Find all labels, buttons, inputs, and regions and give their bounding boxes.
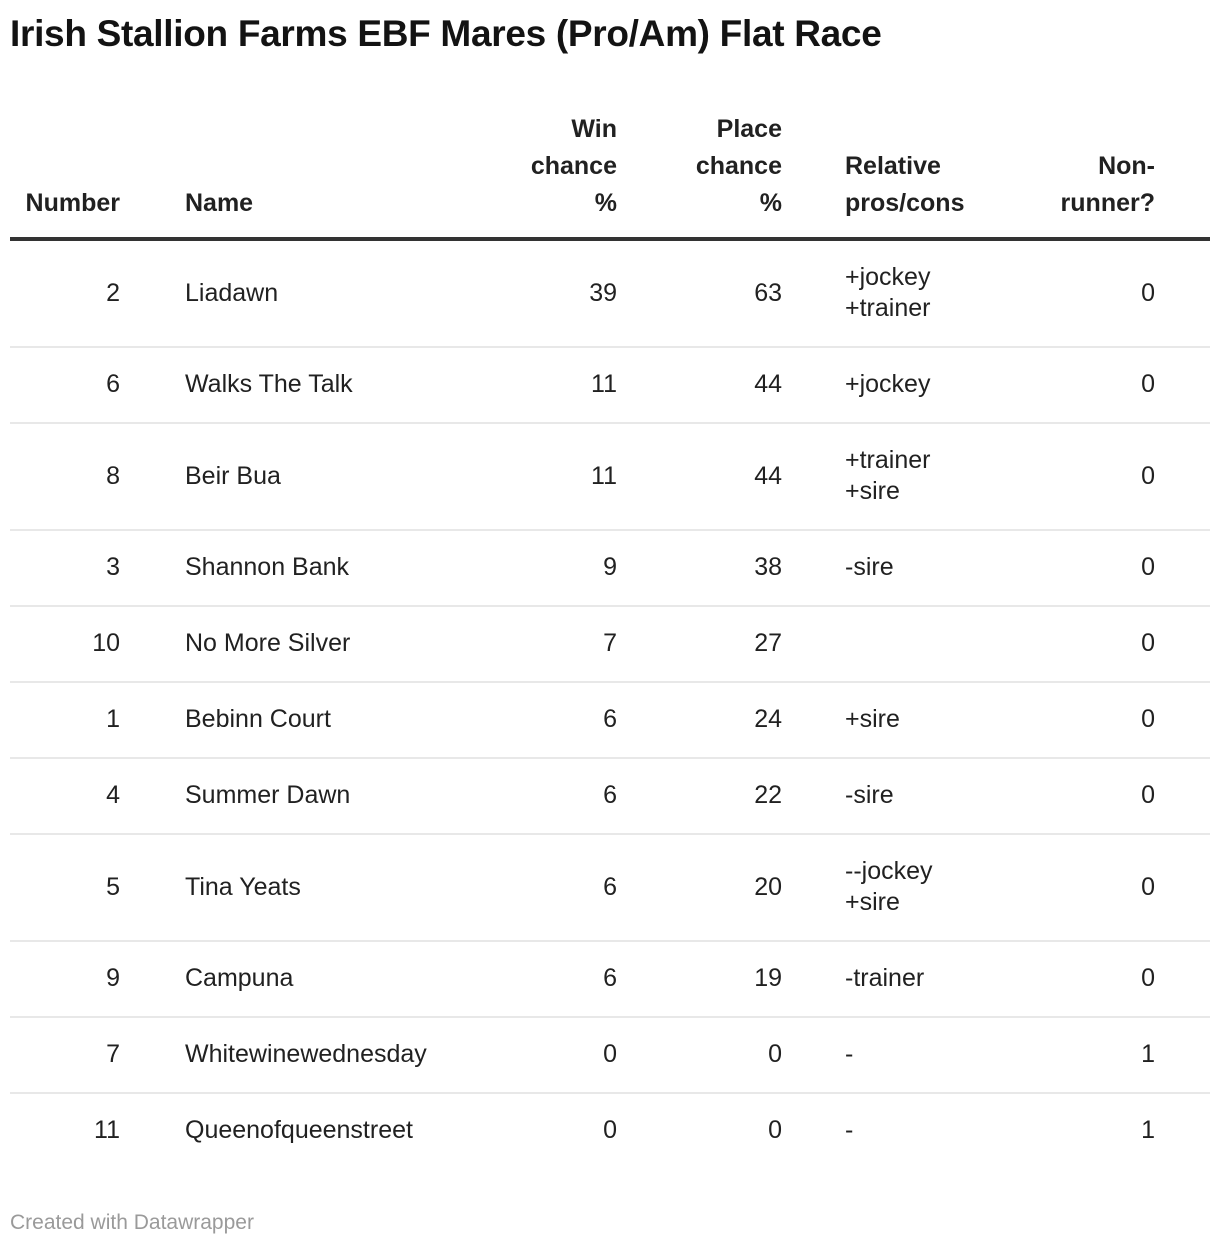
cell-name: No More Silver xyxy=(130,605,510,682)
page-root: Irish Stallion Farms EBF Mares (Pro/Am) … xyxy=(0,12,1220,1236)
table-row: 1 Bebinn Court 6 24 +sire 0 xyxy=(10,681,1210,758)
cell-place-chance: 38 xyxy=(620,529,785,606)
cell-number: 1 xyxy=(10,681,130,758)
table-row: 10 No More Silver 7 27 0 xyxy=(10,605,1210,682)
cell-number: 8 xyxy=(10,422,130,530)
cell-non-runner: 0 xyxy=(1040,681,1210,758)
cell-place-chance: 44 xyxy=(620,346,785,423)
cell-pros-cons: +trainer +sire xyxy=(785,422,1040,530)
table-header: Number Name Win chance % Place chance % … xyxy=(10,111,1210,241)
table-row: 7 Whitewinewednesday 0 0 - 1 xyxy=(10,1016,1210,1093)
col-header-win-chance: Win chance % xyxy=(510,111,620,241)
cell-win-chance: 6 xyxy=(510,681,620,758)
header-row: Number Name Win chance % Place chance % … xyxy=(10,111,1210,241)
cell-pros-cons: -trainer xyxy=(785,940,1040,1017)
cell-pros-cons: +sire xyxy=(785,681,1040,758)
cell-win-chance: 11 xyxy=(510,422,620,530)
table-row: 6 Walks The Talk 11 44 +jockey 0 xyxy=(10,346,1210,423)
cell-pros-cons: - xyxy=(785,1092,1040,1168)
table-row: 9 Campuna 6 19 -trainer 0 xyxy=(10,940,1210,1017)
cell-non-runner: 1 xyxy=(1040,1092,1210,1168)
cell-place-chance: 63 xyxy=(754,278,782,307)
cell-win-chance: 7 xyxy=(510,605,620,682)
table-body: 2 Liadawn 39 63 +jockey +trainer 0 6 Wal… xyxy=(10,239,1210,1168)
cell-pros-cons: --jockey +sire xyxy=(785,833,1040,941)
cell-number: 4 xyxy=(10,757,130,834)
col-header-non-runner: Non- runner? xyxy=(1040,111,1210,241)
cell-number: 7 xyxy=(10,1016,130,1093)
cell-name: Walks The Talk xyxy=(130,346,510,423)
table-row: 2 Liadawn 39 63 +jockey +trainer 0 xyxy=(10,239,1210,347)
table-row: 3 Shannon Bank 9 38 -sire 0 xyxy=(10,529,1210,606)
cell-pros-cons: +jockey +trainer xyxy=(845,263,931,322)
cell-non-runner: 0 xyxy=(1040,529,1210,606)
col-header-name: Name xyxy=(130,111,510,241)
cell-number: 9 xyxy=(10,940,130,1017)
cell-name: Bebinn Court xyxy=(130,681,510,758)
col-header-place-chance: Place chance % xyxy=(620,111,785,241)
cell-pros-cons: -sire xyxy=(785,529,1040,606)
cell-number: 6 xyxy=(10,346,130,423)
cell-win-chance: 6 xyxy=(510,833,620,941)
cell-name: Summer Dawn xyxy=(130,757,510,834)
cell-name: Beir Bua xyxy=(130,422,510,530)
cell-number: 3 xyxy=(10,529,130,606)
cell-win-chance: 0 xyxy=(510,1016,620,1093)
cell-name: Tina Yeats xyxy=(130,833,510,941)
cell-non-runner: 0 xyxy=(1040,605,1210,682)
cell-win-chance: 6 xyxy=(510,940,620,1017)
cell-win-chance: 6 xyxy=(510,757,620,834)
cell-win-chance: 39 xyxy=(589,278,617,307)
cell-place-chance: 20 xyxy=(620,833,785,941)
data-table: Number Name Win chance % Place chance % … xyxy=(10,111,1210,1168)
datawrapper-credit-link[interactable]: Created with Datawrapper xyxy=(10,1211,254,1234)
cell-place-chance: 19 xyxy=(620,940,785,1017)
cell-name: Queenofqueenstreet xyxy=(130,1092,510,1168)
cell-name: Shannon Bank xyxy=(130,529,510,606)
cell-non-runner: 0 xyxy=(1040,346,1210,423)
cell-pros-cons: -sire xyxy=(785,757,1040,834)
cell-number: 11 xyxy=(10,1092,130,1168)
cell-non-runner: 0 xyxy=(1040,940,1210,1017)
cell-name: Liadawn xyxy=(185,278,279,307)
cell-number: 10 xyxy=(10,605,130,682)
cell-non-runner: 0 xyxy=(1040,422,1210,530)
cell-number: 2 xyxy=(106,278,120,307)
cell-pros-cons: - xyxy=(785,1016,1040,1093)
cell-place-chance: 0 xyxy=(620,1092,785,1168)
cell-win-chance: 0 xyxy=(510,1092,620,1168)
cell-non-runner: 1 xyxy=(1040,1016,1210,1093)
cell-place-chance: 22 xyxy=(620,757,785,834)
cell-win-chance: 9 xyxy=(510,529,620,606)
cell-pros-cons xyxy=(785,605,1040,682)
cell-non-runner: 0 xyxy=(1040,833,1210,941)
col-header-number: Number xyxy=(10,111,130,241)
cell-name: Campuna xyxy=(130,940,510,1017)
table-row: 11 Queenofqueenstreet 0 0 - 1 xyxy=(10,1092,1210,1168)
cell-number: 5 xyxy=(10,833,130,941)
col-header-pros-cons: Relative pros/cons xyxy=(785,111,1040,241)
table-row: 8 Beir Bua 11 44 +trainer +sire 0 xyxy=(10,422,1210,530)
cell-pros-cons: +jockey xyxy=(785,346,1040,423)
cell-place-chance: 27 xyxy=(620,605,785,682)
table-row: 5 Tina Yeats 6 20 --jockey +sire 0 xyxy=(10,833,1210,941)
page-title: Irish Stallion Farms EBF Mares (Pro/Am) … xyxy=(10,13,882,54)
cell-non-runner: 0 xyxy=(1040,757,1210,834)
cell-name: Whitewinewednesday xyxy=(130,1016,510,1093)
cell-place-chance: 0 xyxy=(620,1016,785,1093)
cell-place-chance: 24 xyxy=(620,681,785,758)
cell-place-chance: 44 xyxy=(620,422,785,530)
cell-non-runner: 0 xyxy=(1141,278,1155,307)
cell-win-chance: 11 xyxy=(510,346,620,423)
footer: Created with Datawrapper xyxy=(10,1210,1210,1236)
table-row: 4 Summer Dawn 6 22 -sire 0 xyxy=(10,757,1210,834)
